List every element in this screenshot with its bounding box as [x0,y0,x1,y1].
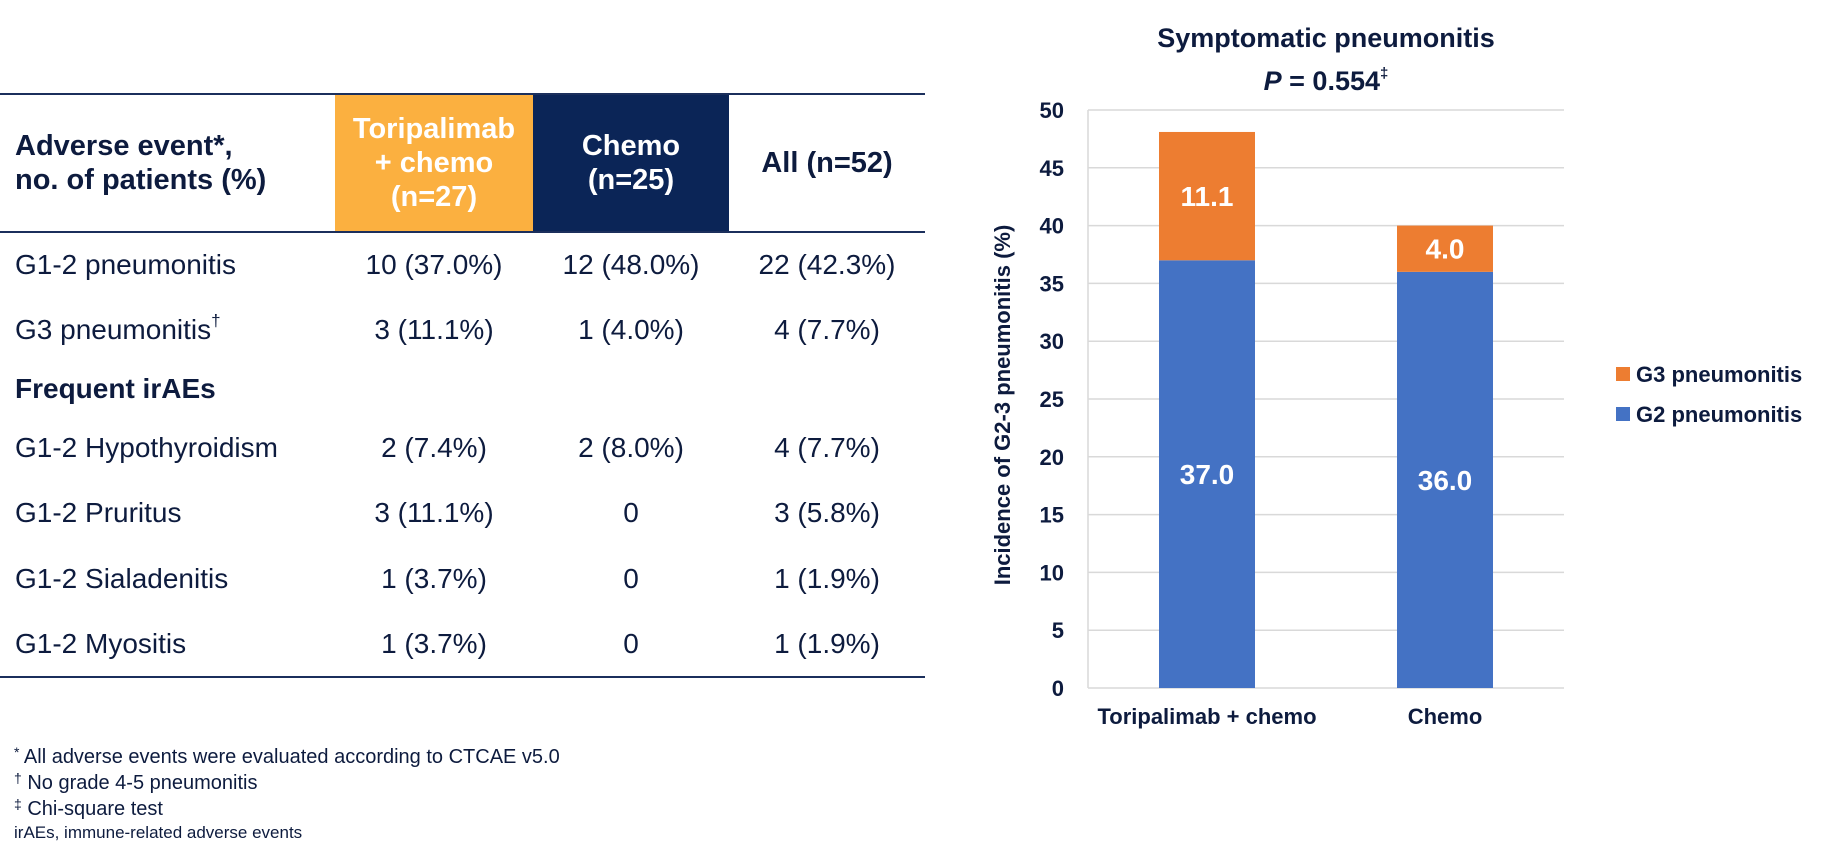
row-label: G1-2 Myositis [0,611,335,678]
cell-toripalimab: 3 (11.1%) [374,314,494,346]
row-label: G1-2 pneumonitis [0,232,335,298]
data-label: 4.0 [1426,234,1465,265]
footnotes: * All adverse events were evaluated acco… [14,744,560,844]
header-all: All (n=52) [729,93,925,233]
footnote-mark: ‡ [14,796,22,812]
cell-chemo: 0 [533,611,729,678]
row-label: G1-2 Hypothyroidism [15,431,278,463]
row-label-text: G1-2 pneumonitis [15,249,237,281]
data-label: 36.0 [1418,465,1473,496]
bar-segment [1159,131,1255,261]
cell-all: 3 (5.8%) [774,497,880,529]
header-toripalimab: Toripalimab + chemo (n=27) [335,93,533,233]
table-row: G1-2 Myositis 1 (3.7%) 0 1 (1.9%) [0,611,925,678]
y-tick-label: 30 [1040,329,1064,354]
y-tick-label: 35 [1040,271,1064,296]
p-value: = 0.554 [1282,66,1380,96]
bars: 37.0 11.1 36.0 4.0 [1159,131,1493,688]
y-tick-label: 45 [1040,156,1064,181]
header-line: Chemo [581,130,681,162]
legend: G3 pneumonitis G2 pneumonitis [1616,362,1802,427]
y-tick-label: 0 [1052,676,1064,701]
header-chemo: Chemo (n=25) [533,93,729,233]
cell-all: 4 (7.7%) [774,314,880,346]
cell-toripalimab: 10 (37.0%) [365,249,503,281]
table-row: G1-2 Hypothyroidism 2 (7.4%) 2 (8.0%) 4 … [0,415,925,481]
header-line: (n=27) [390,181,478,213]
cell-toripalimab: 2 (7.4%) [381,431,487,463]
footnote-mark: * [14,744,20,760]
cell-chemo: 0 [623,497,639,529]
bar-segment [1159,260,1255,688]
data-label: 37.0 [1180,459,1235,490]
footnote-mark: † [211,311,221,331]
cell-toripalimab: 1 (3.7%) [335,611,533,678]
footnote-mark: ‡ [1380,65,1388,82]
abbreviation-note: irAEs, immune-related adverse events [14,823,303,842]
header-line: (n=25) [587,164,675,196]
legend-swatch [1616,367,1630,381]
footnote-text: Chi-square test [21,798,163,820]
footnote-text: All adverse events were evaluated accord… [19,746,560,768]
table-row: G1-2 pneumonitis 10 (37.0%) 12 (48.0%) 2… [0,232,925,298]
bar-segment [1397,271,1493,688]
row-label: G3 pneumonitis† [0,298,335,364]
x-tick-labels: Toripalimab + chemo Chemo [1097,704,1482,729]
cell-all: 22 (42.3%) [758,249,896,281]
footnote-text: No grade 4-5 pneumonitis [21,772,258,794]
section-title: Frequent irAEs [15,373,216,404]
y-tick-label: 20 [1040,445,1064,470]
header-line: + chemo [374,147,494,179]
cell-toripalimab: 1 (3.7%) [381,562,487,594]
x-tick-label: Chemo [1408,704,1483,729]
y-tick-label: 40 [1040,214,1064,239]
y-tick-label: 10 [1040,560,1064,585]
y-tick-labels: 0 5 10 15 20 25 30 35 40 45 50 [1040,98,1064,701]
cell-toripalimab: 3 (11.1%) [374,497,494,529]
footnote: ‡ Chi-square test [14,796,560,822]
table-row: G1-2 Sialadenitis 1 (3.7%) 0 1 (1.9%) [0,546,925,612]
table-header-row: Adverse event*, no. of patients (%) Tori… [0,93,925,233]
adverse-events-table: Adverse event*, no. of patients (%) Tori… [0,93,925,678]
section-row: Frequent irAEs [0,363,925,415]
cell-all: 1 (1.9%) [729,611,925,678]
chart-subtitle: P = 0.554‡ [1264,65,1389,96]
pneumonitis-chart: Symptomatic pneumonitis P = 0.554‡ Incid… [990,23,1802,729]
cell-chemo: 2 (8.0%) [578,431,684,463]
chart-title: Symptomatic pneumonitis [1157,23,1495,53]
y-tick-label: 5 [1052,618,1064,643]
bar-segment [1397,225,1493,272]
y-tick-label: 15 [1040,503,1064,528]
row-label: G1-2 Sialadenitis [15,562,229,594]
header-line: Toripalimab [352,113,516,145]
cell-chemo: 12 (48.0%) [562,249,700,281]
x-tick-label: Toripalimab + chemo [1097,704,1316,729]
row-label-text: G3 pneumonitis [15,314,212,346]
data-label: 11.1 [1181,181,1234,212]
y-tick-label: 25 [1040,387,1064,412]
table-row: G1-2 Pruritus 3 (11.1%) 0 3 (5.8%) [0,481,925,547]
legend-swatch [1616,407,1630,421]
cell-chemo: 1 (4.0%) [578,314,684,346]
header-line: no. of patients (%) [15,164,267,196]
header-line: Adverse event*, [15,130,233,162]
legend-label: G2 pneumonitis [1636,402,1802,427]
cell-all: 4 (7.7%) [774,431,880,463]
row-label: G1-2 Pruritus [15,497,182,529]
footnote-mark: † [14,770,22,786]
header-line: All (n=52) [761,147,893,179]
cell-chemo: 0 [623,562,639,594]
header-adverse-event: Adverse event*, no. of patients (%) [0,93,335,233]
y-axis-label: Incidence of G2-3 pneumonitis (%) [990,225,1015,586]
cell-all: 1 (1.9%) [774,562,880,594]
y-tick-label: 50 [1040,98,1064,123]
p-symbol: P [1264,66,1283,96]
table-row: G3 pneumonitis† 3 (11.1%) 1 (4.0%) 4 (7.… [0,298,925,364]
legend-label: G3 pneumonitis [1636,362,1802,387]
footnote: * All adverse events were evaluated acco… [14,744,560,770]
footnote: † No grade 4-5 pneumonitis [14,770,560,796]
